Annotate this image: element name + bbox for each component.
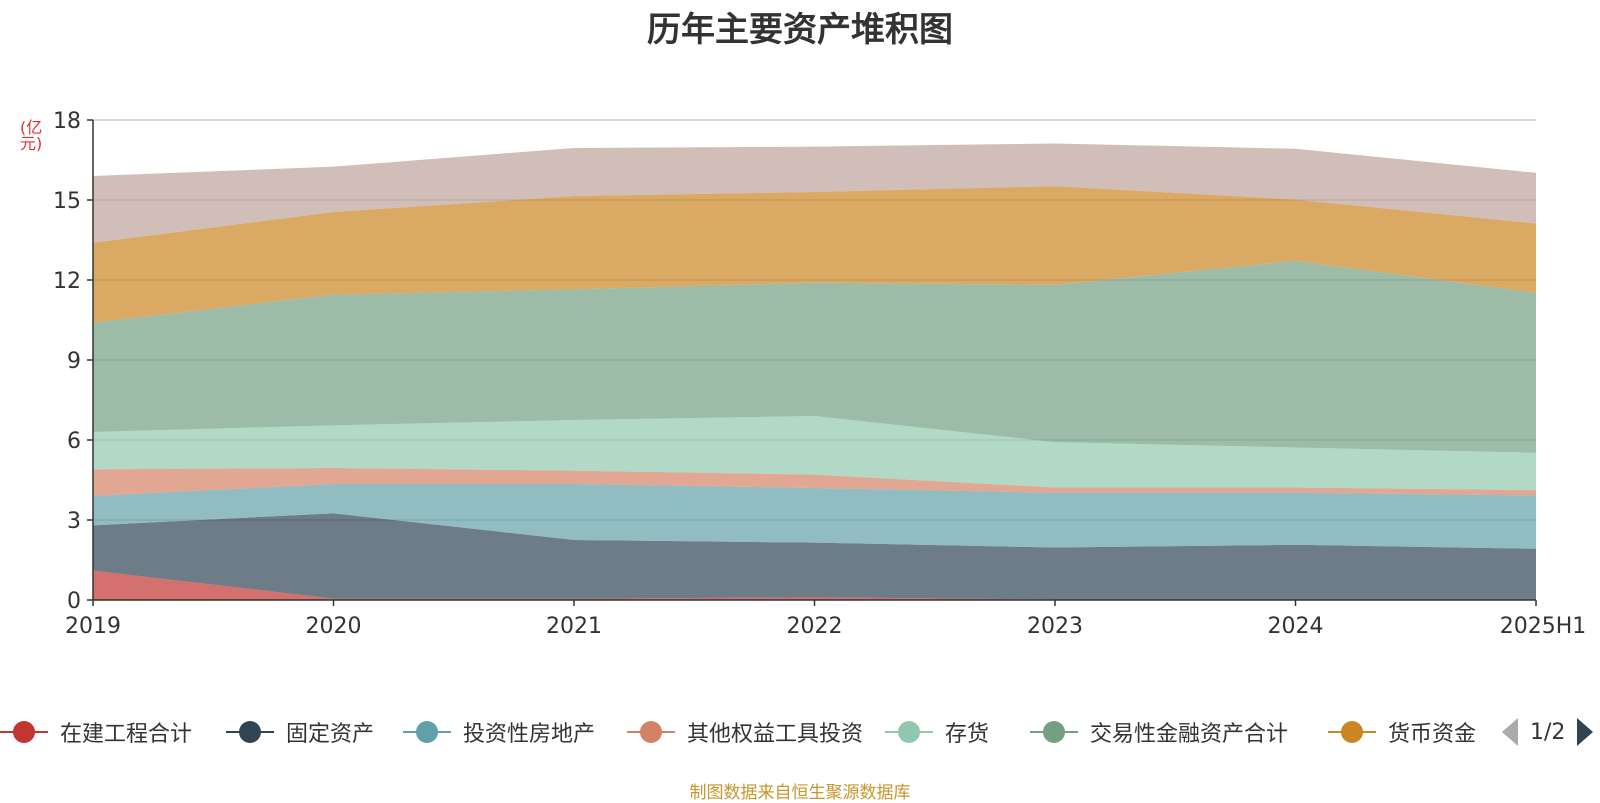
legend-marker-icon (885, 714, 933, 750)
legend-marker-icon (1328, 714, 1376, 750)
y-tick-label: 18 (53, 109, 81, 134)
legend-item[interactable]: 其他权益工具投资 (627, 714, 863, 750)
legend-label: 货币资金 (1388, 722, 1477, 747)
legend-page-indicator: 1/2 (1530, 719, 1566, 745)
y-tick-label: 12 (53, 269, 81, 294)
legend-marker-icon (0, 714, 48, 750)
legend-label: 交易性金融资产合计 (1090, 722, 1289, 747)
x-tick-label: 2024 (1268, 614, 1324, 639)
y-tick-label: 6 (67, 429, 81, 454)
chart-title: 历年主要资产堆积图 (647, 10, 953, 50)
legend-label: 固定资产 (286, 722, 375, 747)
legend-marker-icon (627, 714, 675, 750)
legend-marker-icon (226, 714, 274, 750)
legend-item[interactable]: 存货 (885, 714, 989, 750)
area-series (93, 143, 1536, 600)
legend-item[interactable]: 交易性金融资产合计 (1030, 714, 1288, 750)
area-series (93, 484, 1536, 549)
legend: 在建工程合计 固定资产 投资性房地产 其他权益工具投资 存货 交易性金融资产合计 货币资金 … (0, 714, 1600, 750)
legend-item[interactable]: 固定资产 (226, 714, 374, 750)
x-tick-label: 2023 (1027, 614, 1083, 639)
axes: 0 3 6 9 12 15 18 2019 2020 2021 2022 2023 2024 2025H1 (53, 109, 1586, 639)
y-tick-label: 0 (67, 589, 81, 614)
area-series (93, 186, 1536, 323)
data-source-note: 制图数据来自恒生聚源数据库 (689, 783, 911, 803)
legend-pager: 1/2 (1502, 714, 1594, 750)
x-tick-label: 2020 (306, 614, 362, 639)
x-tick-label: 2021 (546, 614, 602, 639)
stacked-area-chart: 0 3 6 9 12 15 18 2019 2020 2021 2022 2023 2024 2025H1 (53, 109, 1586, 639)
legend-label: 在建工程合计 (60, 722, 193, 747)
legend-label: 其他权益工具投资 (687, 722, 864, 747)
legend-marker-icon (1030, 714, 1078, 750)
legend-item[interactable]: 在建工程合计 (0, 714, 192, 750)
x-tick-label: 2019 (65, 614, 121, 639)
legend-label: 存货 (945, 722, 990, 747)
y-tick-label: 3 (67, 509, 81, 534)
legend-item[interactable]: 货币资金 (1328, 714, 1476, 750)
x-tick-label: 2022 (787, 614, 843, 639)
legend-item[interactable]: 投资性房地产 (403, 714, 595, 750)
legend-prev-page-icon[interactable] (1502, 718, 1518, 746)
legend-next-page-icon[interactable] (1577, 718, 1594, 746)
area-series (93, 143, 1536, 243)
y-axis-unit-label: (亿元) (20, 118, 43, 153)
area-series (93, 468, 1536, 496)
area-series (93, 416, 1536, 491)
area-series (93, 513, 1536, 600)
area-series (93, 570, 1536, 600)
legend-label: 投资性房地产 (463, 722, 596, 747)
legend-marker-icon (403, 714, 451, 750)
x-tick-label: 2025H1 (1500, 614, 1587, 639)
y-tick-label: 15 (53, 189, 81, 214)
y-tick-label: 9 (67, 349, 81, 374)
area-series (93, 260, 1536, 453)
